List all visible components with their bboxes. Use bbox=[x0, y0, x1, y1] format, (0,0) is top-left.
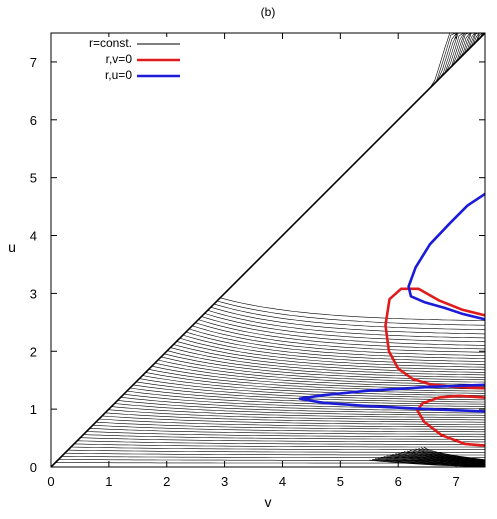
series-line-r-u-0 bbox=[407, 192, 485, 321]
constant-r-contour bbox=[383, 456, 485, 466]
special-curves bbox=[298, 192, 485, 447]
constant-r-contour bbox=[92, 425, 485, 433]
constant-r-contour bbox=[80, 437, 485, 443]
constant-r-contour bbox=[139, 378, 485, 398]
legend: r=const. r,v=0 r,u=0 bbox=[70, 36, 190, 83]
x-tick-label: 4 bbox=[279, 474, 286, 489]
constant-r-contour bbox=[164, 353, 485, 381]
constant-r-contour bbox=[185, 331, 485, 362]
x-tick-label: 0 bbox=[47, 474, 54, 489]
x-tick-label: 5 bbox=[337, 474, 344, 489]
y-tick-label: 6 bbox=[30, 113, 37, 128]
constant-r-contour bbox=[377, 457, 485, 466]
legend-label-r-u-zero: r,u=0 bbox=[105, 68, 132, 82]
constant-r-contour bbox=[98, 418, 485, 428]
constant-r-contour bbox=[83, 434, 485, 440]
legend-label-r-v-zero: r,v=0 bbox=[106, 52, 133, 66]
y-tick-label: 3 bbox=[30, 286, 37, 301]
constant-r-contour bbox=[207, 310, 485, 339]
y-axis-label: u bbox=[8, 239, 16, 255]
constant-r-contour bbox=[213, 303, 485, 330]
constant-r-contour bbox=[423, 446, 485, 461]
constant-r-contour bbox=[114, 403, 485, 416]
x-axis-ticks: 0 1 2 3 4 5 6 7 bbox=[47, 33, 460, 489]
constant-r-contour bbox=[220, 297, 485, 321]
series-line-r-u-0 bbox=[298, 383, 485, 413]
y-tick-label: 0 bbox=[30, 460, 37, 475]
constant-r-contour bbox=[142, 375, 485, 396]
x-tick-label: 7 bbox=[452, 474, 459, 489]
constant-r-contour bbox=[167, 350, 485, 378]
constant-r-contour bbox=[372, 459, 485, 467]
boundary-line-u-equals-v bbox=[50, 32, 486, 468]
y-tick-label: 5 bbox=[30, 171, 37, 186]
legend-label-r-const: r=const. bbox=[89, 36, 132, 50]
x-tick-label: 6 bbox=[395, 474, 402, 489]
constant-r-contour bbox=[145, 372, 485, 394]
constant-r-contour bbox=[198, 319, 485, 350]
constant-r-contour bbox=[395, 453, 485, 464]
constant-r-contour bbox=[173, 344, 485, 373]
constant-r-contour bbox=[182, 334, 485, 365]
constant-r-contour bbox=[210, 306, 485, 335]
y-tick-label: 2 bbox=[30, 344, 37, 359]
constant-r-contour bbox=[117, 400, 485, 414]
constant-r-contour bbox=[216, 300, 485, 326]
constant-r-contour bbox=[120, 397, 485, 412]
constant-r-contour bbox=[102, 415, 485, 425]
x-tick-label: 2 bbox=[163, 474, 170, 489]
x-axis-label: v bbox=[265, 494, 272, 510]
constant-r-contour bbox=[415, 448, 485, 462]
y-tick-label: 7 bbox=[30, 55, 37, 70]
constant-r-contour bbox=[170, 347, 485, 376]
constant-r-contour bbox=[86, 431, 485, 438]
constant-r-contour bbox=[189, 328, 485, 359]
plot-frame bbox=[50, 32, 486, 468]
constant-r-contour bbox=[179, 337, 485, 368]
constant-r-contour bbox=[95, 421, 485, 430]
constant-r-contour bbox=[176, 341, 485, 371]
series-line-r-v-0 bbox=[416, 394, 485, 447]
constant-r-contour bbox=[421, 447, 485, 461]
constant-r-contour bbox=[126, 390, 485, 407]
constant-r-contour bbox=[201, 316, 485, 346]
y-tick-label: 4 bbox=[30, 229, 37, 244]
constant-r-contour bbox=[105, 412, 485, 423]
y-tick-label: 1 bbox=[30, 402, 37, 417]
constant-r-contour bbox=[77, 440, 485, 445]
constant-r-contour bbox=[148, 369, 485, 392]
constant-r-contour bbox=[409, 449, 485, 462]
constant-r-contour bbox=[161, 356, 485, 383]
x-tick-label: 3 bbox=[221, 474, 228, 489]
constant-r-contour bbox=[192, 325, 485, 356]
constant-r-contour bbox=[389, 454, 485, 465]
constant-r-contour bbox=[70, 446, 485, 450]
chart-title: (b) bbox=[261, 5, 276, 19]
constant-r-contour bbox=[403, 451, 485, 463]
x-tick-label: 1 bbox=[105, 474, 112, 489]
constant-r-contour bbox=[204, 313, 485, 342]
constant-r-contour bbox=[74, 443, 485, 448]
constant-r-contour bbox=[89, 428, 485, 435]
y-axis-ticks: 0 1 2 3 4 5 6 7 bbox=[30, 55, 485, 475]
constant-r-contour bbox=[195, 322, 485, 353]
